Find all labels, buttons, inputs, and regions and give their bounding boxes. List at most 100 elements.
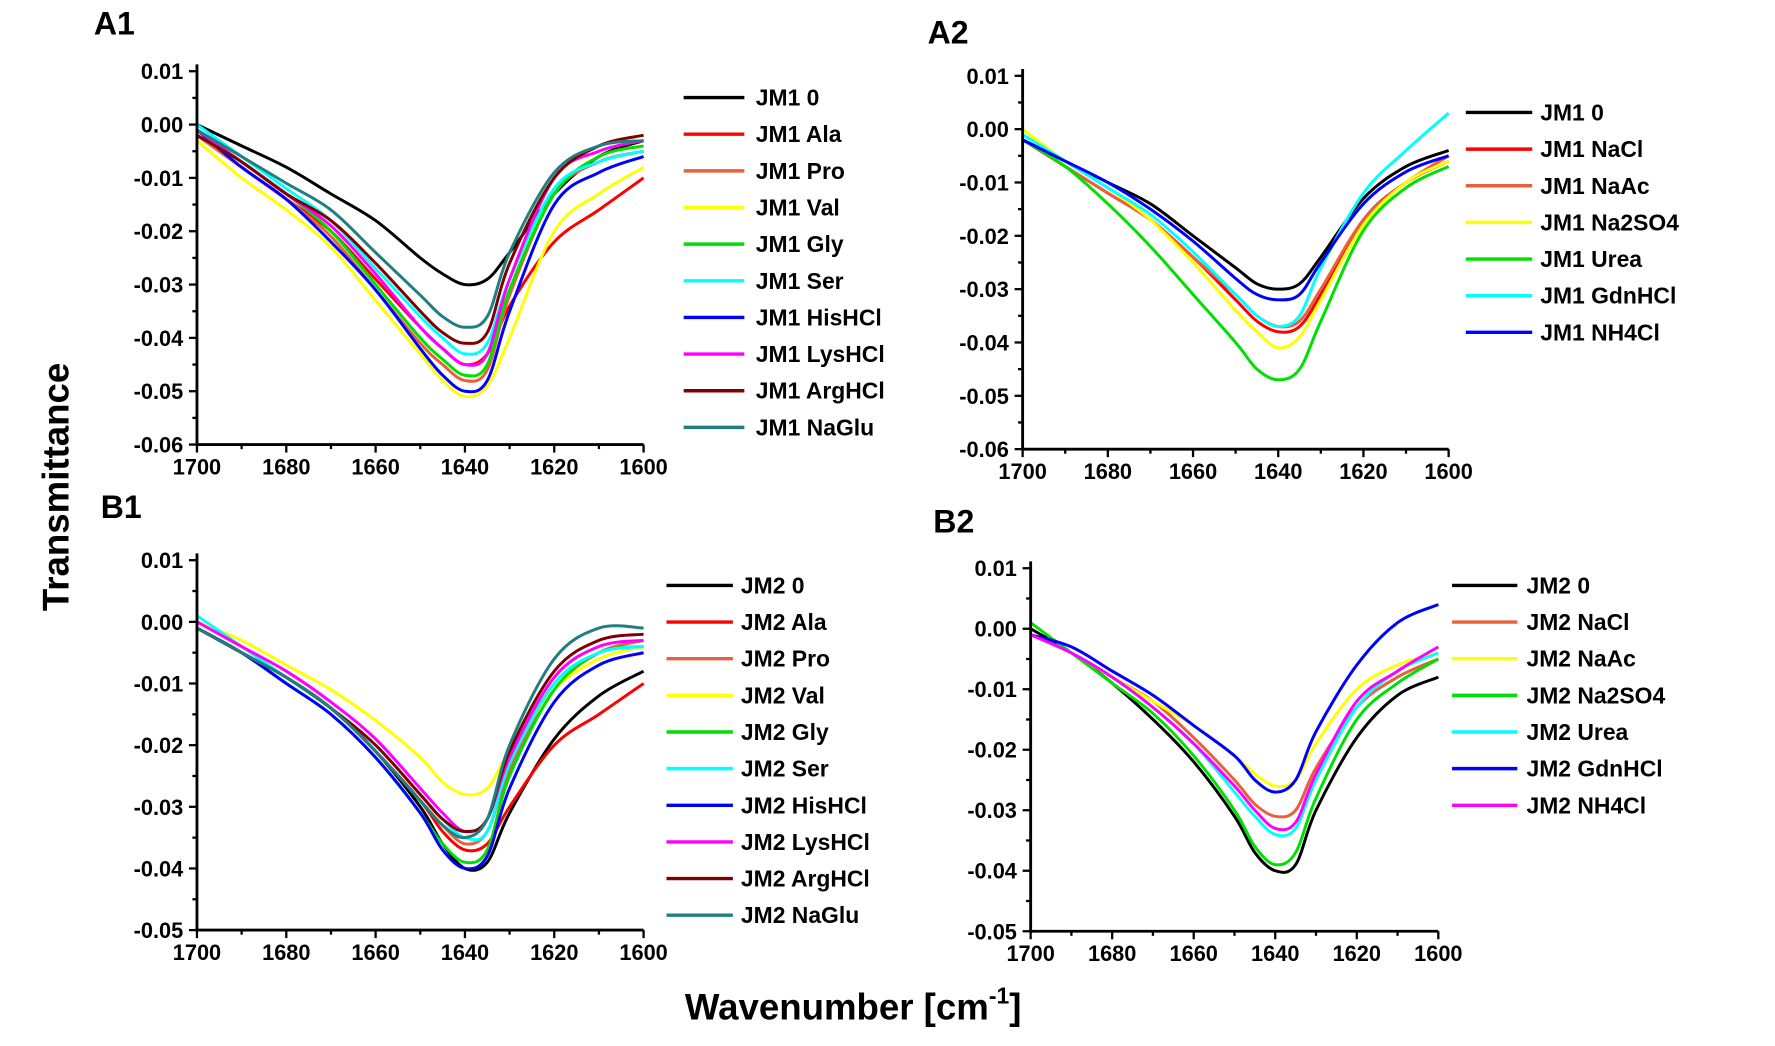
y-tick-label: -0.03 bbox=[967, 798, 1017, 823]
series-line-jm2-nh4cl bbox=[1030, 633, 1440, 832]
legend-label: JM1 0 bbox=[1540, 99, 1604, 125]
legend-label: JM1 LysHCl bbox=[756, 341, 885, 367]
series-line-jm2-naglu bbox=[196, 624, 644, 840]
y-tick-label: -0.04 bbox=[134, 326, 184, 351]
x-axis-label: Wavenumber [cm-1] bbox=[685, 982, 1022, 1027]
y-tick-label: 0.01 bbox=[975, 556, 1017, 581]
legend-label: JM1 GdnHCl bbox=[1540, 283, 1676, 309]
x-tick-label: 1620 bbox=[1333, 941, 1381, 966]
x-tick-label: 1660 bbox=[351, 454, 399, 479]
y-tick-label: 0.00 bbox=[141, 113, 183, 138]
panel-label-b1: B1 bbox=[101, 489, 142, 525]
legend-label: JM2 LysHCl bbox=[741, 829, 870, 855]
legend-label: JM2 NaGlu bbox=[741, 902, 859, 928]
y-tick-label: -0.02 bbox=[967, 738, 1017, 763]
series-line-jm1-val bbox=[196, 139, 645, 399]
x-tick-label: 1600 bbox=[1424, 459, 1472, 484]
series-line-jm1-arghcl bbox=[196, 133, 644, 345]
legend-label: JM1 NaGlu bbox=[756, 414, 874, 440]
x-tick-label: 1700 bbox=[173, 454, 221, 479]
y-tick-label: -0.01 bbox=[967, 677, 1017, 702]
y-tick-label: -0.03 bbox=[134, 795, 184, 820]
x-tick-label: 1600 bbox=[1414, 941, 1462, 966]
y-tick-label: -0.02 bbox=[134, 733, 184, 758]
series-line-jm2-lyshcl bbox=[196, 620, 644, 834]
legend-label: JM2 Urea bbox=[1527, 719, 1629, 745]
x-tick-label: 1700 bbox=[1006, 941, 1054, 966]
legend-label: JM2 NaCl bbox=[1527, 609, 1630, 635]
legend-label: JM2 GdnHCl bbox=[1527, 756, 1663, 782]
legend-label: JM1 NaCl bbox=[1540, 136, 1643, 162]
x-tick-label: 1660 bbox=[351, 940, 399, 965]
x-tick-label: 1700 bbox=[173, 940, 221, 965]
x-tick-label: 1640 bbox=[441, 940, 489, 965]
x-axis-label-main: Wavenumber [cm bbox=[685, 986, 989, 1027]
legend-label: JM1 0 bbox=[756, 85, 820, 111]
series-line-jm1-urea bbox=[1021, 138, 1450, 382]
y-tick-label: -0.02 bbox=[134, 219, 184, 244]
legend-label: JM2 Ala bbox=[741, 609, 827, 635]
x-tick-label: 1660 bbox=[1170, 941, 1218, 966]
x-tick-label: 1660 bbox=[1169, 459, 1217, 484]
x-axis-label-superscript: -1 bbox=[989, 982, 1010, 1008]
series-line-jm1-na2so4 bbox=[1021, 127, 1450, 350]
y-tick-label: -0.01 bbox=[959, 170, 1009, 195]
series-line-jm1-nh4cl bbox=[1021, 138, 1450, 302]
y-tick-label: -0.05 bbox=[967, 919, 1017, 944]
legend-label: JM1 Pro bbox=[756, 158, 845, 184]
x-tick-label: 1700 bbox=[998, 459, 1046, 484]
y-tick-label: -0.04 bbox=[967, 859, 1017, 884]
legend-label: JM2 Val bbox=[741, 682, 825, 708]
series-line-jm2-val bbox=[196, 620, 644, 797]
series-line-jm1-lyshcl bbox=[196, 128, 644, 367]
y-tick-label: -0.05 bbox=[134, 918, 184, 943]
x-tick-label: 1620 bbox=[530, 940, 578, 965]
y-tick-label: 0.01 bbox=[141, 548, 183, 573]
panel-label-a1: A1 bbox=[94, 6, 135, 42]
x-tick-label: 1600 bbox=[619, 454, 667, 479]
y-tick-label: 0.01 bbox=[141, 59, 183, 84]
y-tick-label: -0.05 bbox=[134, 379, 184, 404]
legend-label: JM1 Val bbox=[756, 195, 840, 221]
x-tick-label: 1680 bbox=[1084, 459, 1132, 484]
legend-label: JM2 Ser bbox=[741, 756, 829, 782]
x-axis-label-end: ] bbox=[1009, 986, 1021, 1027]
y-tick-label: 0.01 bbox=[967, 64, 1009, 89]
panel-label-a2: A2 bbox=[928, 15, 969, 51]
series-line-jm1-naglu bbox=[196, 128, 644, 329]
legend-label: JM2 0 bbox=[741, 572, 805, 598]
legend-label: JM2 Na2SO4 bbox=[1527, 682, 1666, 708]
y-tick-label: 0.00 bbox=[975, 617, 1017, 642]
series-line-jm1-gdnhcl bbox=[1021, 112, 1450, 328]
y-tick-label: -0.03 bbox=[959, 277, 1009, 302]
series-line-jm2-nacl bbox=[1030, 633, 1439, 819]
y-tick-label: -0.01 bbox=[134, 166, 184, 191]
y-tick-label: -0.03 bbox=[134, 273, 184, 298]
chart-a2: JM1 0 JM1 NaCl JM1 NaAc JM1 Na2SO4 JM1 Urea J… bbox=[959, 64, 1679, 484]
y-tick-label: -0.04 bbox=[134, 856, 184, 881]
legend-label: JM1 Ser bbox=[756, 268, 844, 294]
x-tick-label: 1680 bbox=[262, 454, 310, 479]
x-tick-label: 1680 bbox=[1088, 941, 1136, 966]
legend-label: JM2 NaAc bbox=[1527, 646, 1637, 672]
chart-b2: JM2 0 JM2 NaCl JM2 NaAc JM2 Na2SO4 JM2 Urea J… bbox=[967, 556, 1665, 966]
x-tick-label: 1680 bbox=[262, 940, 310, 965]
legend-label: JM1 Ala bbox=[756, 121, 842, 147]
y-tick-label: -0.06 bbox=[959, 437, 1009, 462]
x-tick-label: 1600 bbox=[619, 940, 667, 965]
series-line-jm1-0 bbox=[196, 123, 645, 287]
y-tick-label: 0.00 bbox=[967, 117, 1009, 142]
y-tick-label: -0.04 bbox=[959, 330, 1009, 355]
charts: JM1 0 JM1 Ala JM1 Pro JM1 Val JM1 Gly JM1 Ser… bbox=[134, 59, 1680, 966]
legend-label: JM1 NH4Cl bbox=[1540, 319, 1660, 345]
legend-label: JM2 HisHCl bbox=[741, 792, 867, 818]
series-line-jm1-gly bbox=[196, 128, 644, 378]
legend-label: JM1 HisHCl bbox=[756, 304, 882, 330]
x-tick-label: 1620 bbox=[530, 454, 578, 479]
legend-label: JM2 Gly bbox=[741, 719, 829, 745]
legend-label: JM1 NaAc bbox=[1540, 173, 1650, 199]
x-tick-label: 1640 bbox=[441, 454, 489, 479]
legend-label: JM2 0 bbox=[1527, 572, 1591, 598]
legend-label: JM1 Na2SO4 bbox=[1540, 209, 1679, 235]
